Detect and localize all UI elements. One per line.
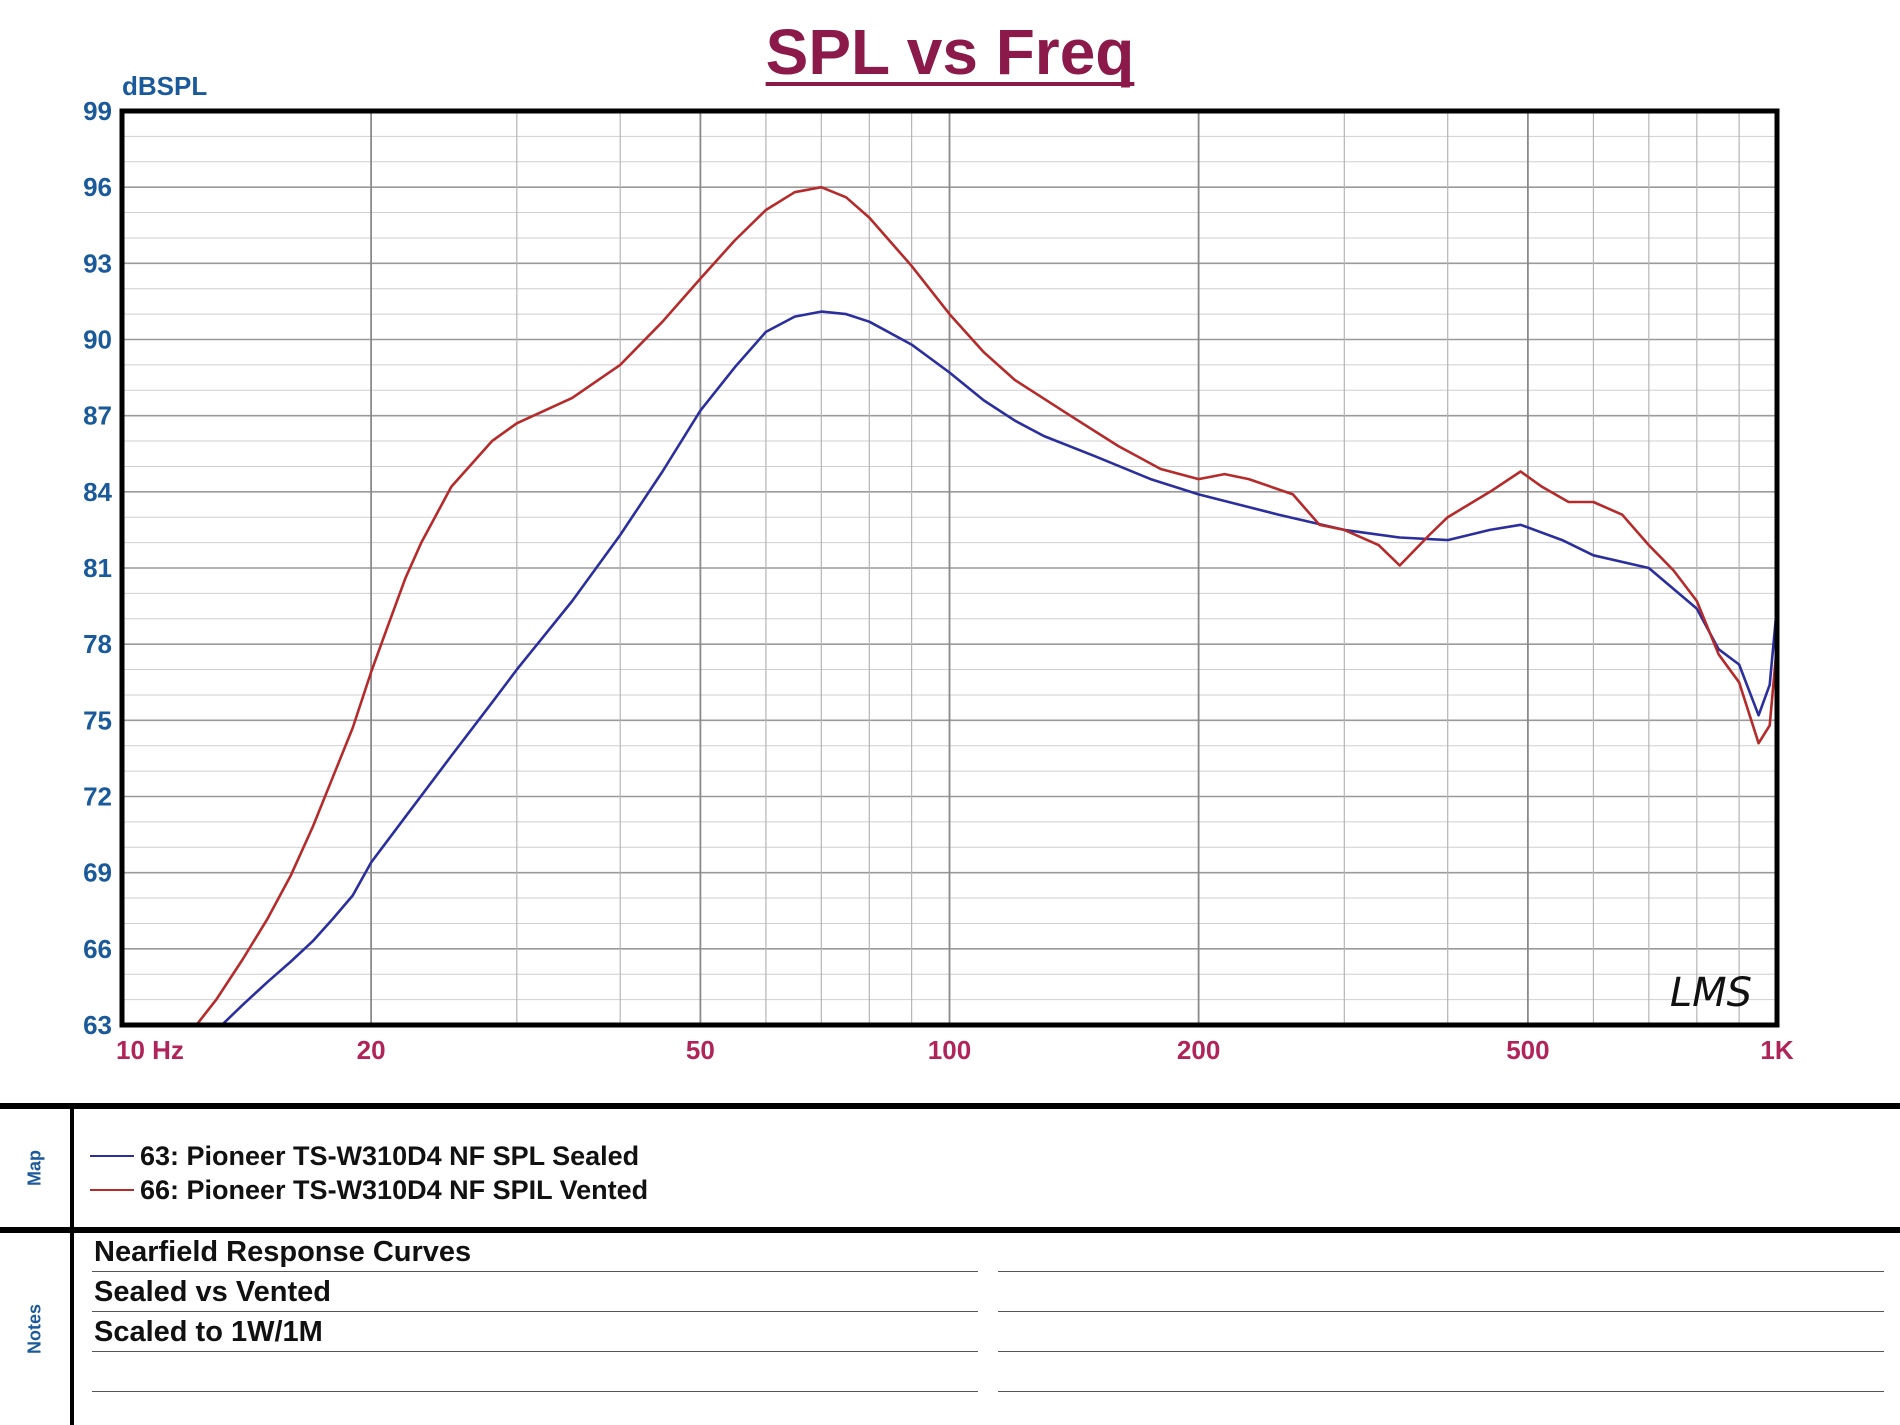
notes-section: Notes Nearfield Response Curves Sealed v… (0, 1233, 1900, 1425)
map-section: Map 63: Pioneer TS-W310D4 NF SPL Sealed … (0, 1103, 1900, 1233)
y-tick-label: 81 (83, 553, 112, 583)
map-section-label: Map (24, 1150, 45, 1186)
x-tick-label: 50 (686, 1035, 715, 1065)
note-line-right-3 (998, 1313, 1884, 1352)
grid (122, 110, 1777, 1026)
y-tick-label: 72 (83, 782, 112, 812)
notes-section-label: Notes (24, 1303, 45, 1355)
chart-title: SPL vs Freq (766, 16, 1135, 88)
x-tick-label: 200 (1177, 1035, 1220, 1065)
note-text-3: Scaled to 1W/1M (94, 1316, 323, 1348)
y-tick-label: 84 (83, 477, 112, 507)
legend-swatch-vented (90, 1189, 134, 1191)
legend-item: 66: Pioneer TS-W310D4 NF SPIL Vented (90, 1175, 648, 1205)
y-tick-label: 87 (83, 401, 112, 431)
y-tick-label: 75 (83, 705, 112, 735)
x-axis-ticks: 10 Hz 20 50 100 200 500 1K (116, 1035, 1794, 1065)
x-tick-label: 20 (357, 1035, 386, 1065)
y-tick-label: 99 (83, 96, 112, 126)
note-line-3: Scaled to 1W/1M (92, 1313, 978, 1352)
legend-item: 63: Pioneer TS-W310D4 NF SPL Sealed (90, 1141, 639, 1171)
x-tick-label: 500 (1506, 1035, 1549, 1065)
y-tick-label: 63 (83, 1010, 112, 1040)
legend-label-vented: 66: Pioneer TS-W310D4 NF SPIL Vented (140, 1174, 649, 1205)
y-tick-label: 78 (83, 629, 112, 659)
y-tick-label: 69 (83, 858, 112, 888)
y-tick-label: 93 (83, 248, 112, 278)
chart: 99 96 93 90 87 84 81 78 75 72 69 66 63 10 Hz 20 50 100 2… (83, 16, 1794, 1065)
note-line-right-4 (998, 1353, 1884, 1392)
x-tick-label: 100 (928, 1035, 971, 1065)
y-tick-label: 96 (83, 172, 112, 202)
note-line-4 (92, 1353, 978, 1392)
series-layer (195, 185, 1779, 1026)
note-line-1: Nearfield Response Curves (92, 1233, 978, 1272)
plot-frame (119, 108, 1780, 1028)
map-section-label-box: Map (0, 1109, 74, 1227)
legend-label-sealed: 63: Pioneer TS-W310D4 NF SPL Sealed (140, 1140, 640, 1171)
notes-section-label-box: Notes (0, 1233, 74, 1425)
y-tick-label: 90 (83, 325, 112, 355)
y-axis-ticks: 99 96 93 90 87 84 81 78 75 72 69 66 63 (83, 96, 112, 1040)
note-line-right-2 (998, 1273, 1884, 1312)
y-axis-label: dBSPL (122, 71, 207, 101)
watermark: LMS (1670, 970, 1752, 1016)
legend-swatch-sealed (90, 1155, 134, 1157)
note-line-right-1 (998, 1233, 1884, 1272)
note-text-1: Nearfield Response Curves (94, 1236, 472, 1268)
x-tick-label: 1K (1760, 1035, 1793, 1065)
note-text-2: Sealed vs Vented (94, 1276, 331, 1308)
x-tick-label: 10 Hz (116, 1035, 184, 1065)
series-line-sealed (220, 310, 1779, 1026)
y-tick-label: 66 (83, 934, 112, 964)
note-line-2: Sealed vs Vented (92, 1273, 978, 1312)
series-line-vented (195, 185, 1779, 1026)
